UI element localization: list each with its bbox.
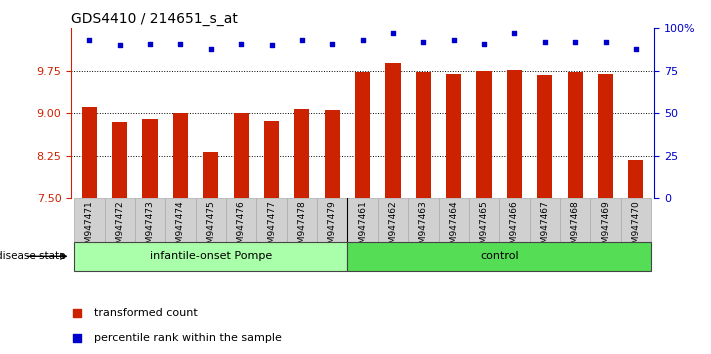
Text: GSM947461: GSM947461: [358, 200, 367, 255]
Bar: [165, 198, 196, 242]
Bar: [560, 198, 590, 242]
Text: GSM947469: GSM947469: [601, 200, 610, 255]
Bar: [590, 198, 621, 242]
Text: GSM947463: GSM947463: [419, 200, 428, 255]
Bar: [499, 198, 530, 242]
Bar: [112, 122, 127, 198]
Bar: [74, 198, 105, 242]
Text: GSM947474: GSM947474: [176, 200, 185, 255]
Bar: [173, 113, 188, 198]
Bar: [416, 73, 431, 198]
Bar: [538, 75, 552, 198]
Point: [84, 38, 95, 43]
Text: GSM947465: GSM947465: [480, 200, 488, 255]
Point: [479, 41, 490, 46]
Bar: [142, 119, 158, 198]
Point: [144, 41, 156, 46]
Point: [296, 38, 308, 43]
Bar: [355, 73, 370, 198]
Text: GSM947471: GSM947471: [85, 200, 94, 255]
Point: [417, 39, 429, 45]
Bar: [317, 198, 348, 242]
Bar: [378, 198, 408, 242]
Point: [410, 175, 422, 180]
Point: [235, 41, 247, 46]
Bar: [233, 113, 249, 198]
Point: [175, 41, 186, 46]
Bar: [348, 198, 378, 242]
Bar: [476, 71, 492, 198]
Point: [630, 46, 641, 52]
Point: [387, 30, 399, 36]
Bar: [105, 198, 135, 242]
Text: GSM947478: GSM947478: [297, 200, 306, 255]
Text: GSM947475: GSM947475: [206, 200, 215, 255]
Point: [326, 41, 338, 46]
Text: GSM947464: GSM947464: [449, 200, 458, 255]
Bar: [294, 109, 309, 198]
Text: GSM947470: GSM947470: [631, 200, 641, 255]
Bar: [287, 198, 317, 242]
Point: [448, 38, 459, 43]
Point: [539, 39, 550, 45]
Text: GSM947462: GSM947462: [388, 200, 397, 255]
Bar: [385, 63, 400, 198]
Bar: [203, 152, 218, 198]
Bar: [348, 242, 651, 271]
Point: [600, 39, 611, 45]
Text: GSM947476: GSM947476: [237, 200, 245, 255]
Text: GSM947473: GSM947473: [146, 200, 154, 255]
Text: transformed count: transformed count: [95, 308, 198, 318]
Text: GSM947479: GSM947479: [328, 200, 337, 255]
Bar: [408, 198, 439, 242]
Bar: [325, 110, 340, 198]
Point: [205, 46, 216, 52]
Text: control: control: [480, 251, 518, 261]
Point: [114, 42, 125, 48]
Bar: [82, 107, 97, 198]
Point: [509, 30, 520, 36]
Text: percentile rank within the sample: percentile rank within the sample: [95, 333, 282, 343]
Point: [570, 39, 581, 45]
Bar: [257, 198, 287, 242]
Bar: [439, 198, 469, 242]
Text: GSM947472: GSM947472: [115, 200, 124, 255]
Text: GSM947468: GSM947468: [571, 200, 579, 255]
Bar: [226, 198, 257, 242]
Point: [357, 38, 368, 43]
Bar: [507, 70, 522, 198]
Bar: [264, 121, 279, 198]
Bar: [74, 242, 348, 271]
Text: GDS4410 / 214651_s_at: GDS4410 / 214651_s_at: [71, 12, 238, 26]
Bar: [446, 74, 461, 198]
Point: [266, 42, 277, 48]
Bar: [629, 160, 643, 198]
Text: infantile-onset Pompe: infantile-onset Pompe: [149, 251, 272, 261]
Bar: [621, 198, 651, 242]
Bar: [598, 74, 613, 198]
Text: GSM947467: GSM947467: [540, 200, 550, 255]
Bar: [567, 73, 583, 198]
Text: GSM947477: GSM947477: [267, 200, 276, 255]
Text: GSM947466: GSM947466: [510, 200, 519, 255]
Bar: [469, 198, 499, 242]
Bar: [135, 198, 165, 242]
Bar: [530, 198, 560, 242]
Text: disease state: disease state: [0, 251, 65, 261]
Bar: [196, 198, 226, 242]
